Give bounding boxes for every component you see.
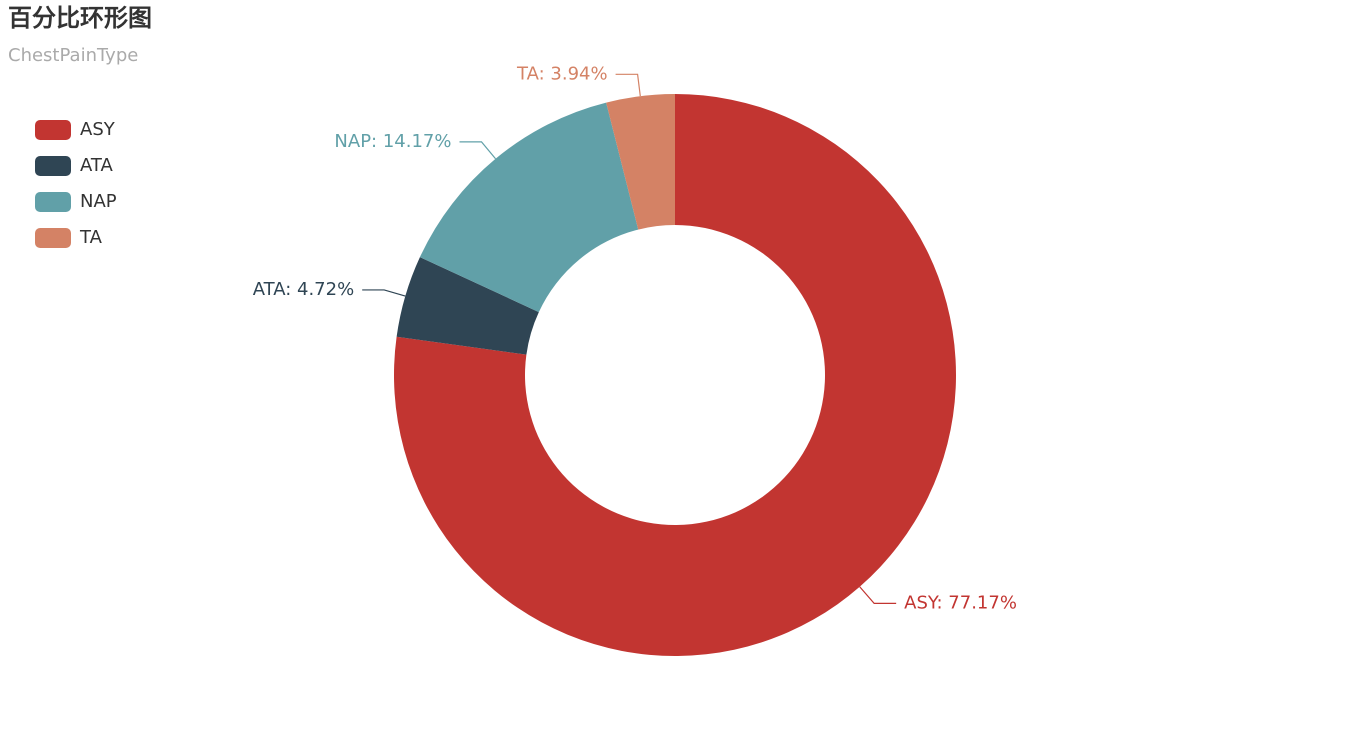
data-label: TA: 3.94% [516,63,608,84]
donut-slice[interactable] [393,94,956,656]
legend-label[interactable]: ATA [80,155,114,176]
label-line [859,586,897,604]
donut-slice[interactable] [396,257,539,355]
label-line [615,73,641,97]
donut-slice[interactable] [606,94,675,230]
legend-swatch[interactable] [35,228,71,248]
donut-slice[interactable] [419,102,639,313]
data-label: ATA: 4.72% [253,279,354,300]
data-label: ASY: 77.17% [904,592,1017,613]
legend-swatch[interactable] [35,192,71,212]
chart-subtitle: ChestPainType [8,45,138,66]
legend-swatch[interactable] [35,120,71,140]
legend-swatch[interactable] [35,156,71,176]
legend-label[interactable]: TA [79,227,103,248]
legend-label[interactable]: NAP [80,191,117,212]
data-label: NAP: 14.17% [334,131,451,152]
chart-title: 百分比环形图 [8,4,152,32]
label-line [362,289,406,297]
legend-label[interactable]: ASY [80,119,116,140]
label-line [459,141,497,160]
